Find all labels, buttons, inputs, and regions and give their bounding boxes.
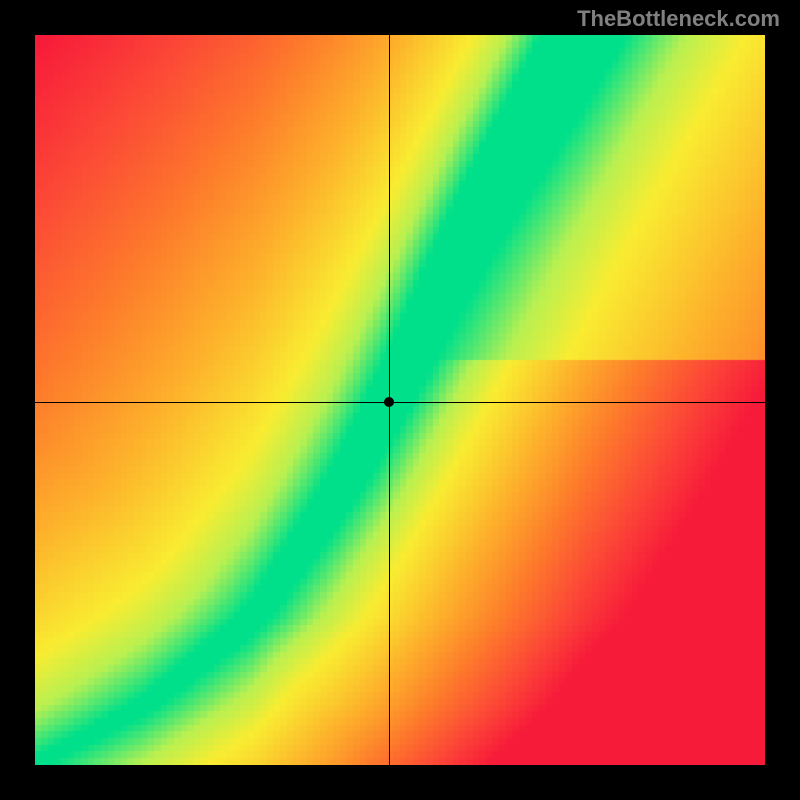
plot-area: [35, 35, 765, 765]
bottleneck-heatmap: [35, 35, 765, 765]
crosshair-horizontal: [35, 402, 765, 403]
chart-container: TheBottleneck.com: [0, 0, 800, 800]
selection-marker[interactable]: [384, 397, 394, 407]
watermark-text: TheBottleneck.com: [577, 6, 780, 32]
